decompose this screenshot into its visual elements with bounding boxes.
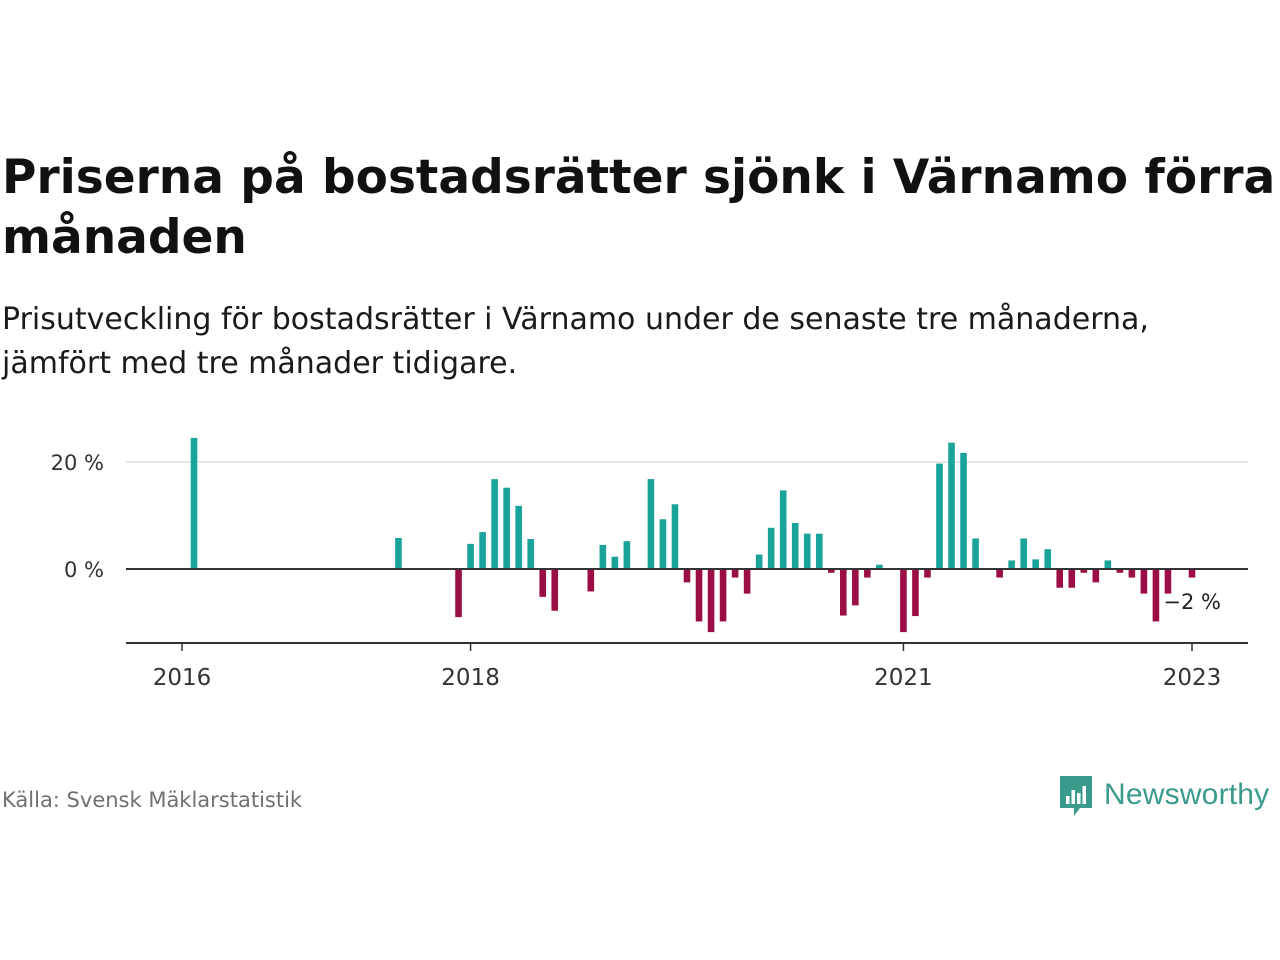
bar-2022-11	[1164, 569, 1172, 594]
bar-2020-11	[876, 564, 883, 569]
bar-2022-03	[1068, 569, 1076, 588]
bar-2018-03	[491, 479, 498, 569]
chart-subtitle: Prisutveckling för bostadsrätter i Värna…	[2, 298, 1278, 386]
bar-2019-10	[719, 569, 727, 622]
bar-2021-10	[1008, 560, 1015, 569]
bar-2017-07	[395, 537, 402, 569]
bar-2022-10	[1152, 569, 1160, 622]
bar-2018-05	[515, 505, 522, 569]
bar-2020-01	[755, 554, 763, 569]
bar-2020-07	[827, 569, 835, 573]
newsworthy-logo-icon	[1060, 776, 1092, 816]
bar-2019-12	[743, 569, 751, 594]
bar-2021-05	[948, 442, 955, 569]
y-tick-label-0: 0 %	[64, 558, 104, 582]
bar-2020-03	[779, 490, 787, 569]
brand-logo: Newsworthy	[1058, 772, 1269, 818]
bar-2022-01	[1044, 549, 1052, 569]
x-tick-label-0: 2016	[153, 665, 212, 691]
bar-2019-01	[611, 556, 619, 569]
bar-2021-09	[996, 569, 1003, 578]
bar-2018-08	[551, 569, 559, 611]
bar-2022-05	[1092, 569, 1100, 583]
bar-2022-06	[1104, 560, 1112, 569]
bar-2019-06	[671, 504, 679, 569]
bar-2019-09	[707, 569, 715, 633]
chart-subtitle-line-2: jämfört med tre månader tidigare.	[2, 346, 518, 381]
y-tick-label-1: 20 %	[51, 451, 104, 475]
bar-2018-07	[539, 569, 547, 597]
bar-2021-02	[912, 569, 919, 617]
bar-2018-06	[527, 539, 534, 569]
bar-2020-02	[767, 527, 775, 569]
chart-title-line-1: Priserna på bostadsrätter sjönk i Värnam…	[2, 150, 1276, 205]
bar-2021-04	[936, 463, 943, 569]
bar-2020-05	[803, 533, 811, 569]
bar-2022-08	[1128, 569, 1136, 578]
bar-2020-08	[840, 569, 847, 616]
x-tick-label-2: 2021	[874, 665, 933, 691]
x-tick-label-1: 2018	[441, 665, 500, 691]
bar-2021-06	[960, 452, 967, 569]
chart-title-line-2: månaden	[2, 210, 247, 265]
bar-2018-02	[479, 532, 486, 569]
chart-title: Priserna på bostadsrätter sjönk i Värnam…	[2, 148, 1278, 268]
bar-2018-04	[503, 487, 510, 569]
bar-2021-03	[924, 569, 931, 578]
bar-2018-12	[599, 544, 607, 569]
source-note: Källa: Svensk Mäklarstatistik	[2, 788, 303, 812]
bar-2023-01	[1188, 569, 1196, 578]
bar-2016-02	[190, 437, 198, 569]
bar-2017-12	[455, 569, 462, 618]
brand-name: Newsworthy	[1104, 778, 1270, 811]
bar-2020-10	[864, 569, 871, 578]
bar-2020-09	[852, 569, 859, 606]
last-value-annotation: −2 %	[1163, 590, 1221, 614]
bar-2021-01	[900, 569, 907, 633]
bar-2021-07	[972, 538, 979, 569]
bar-2019-05	[659, 519, 667, 569]
bar-2022-02	[1056, 569, 1064, 588]
bar-2018-11	[587, 569, 595, 592]
bar-2020-06	[815, 533, 823, 569]
x-tick-label-3: 2023	[1163, 665, 1222, 691]
bar-2019-02	[623, 541, 631, 569]
chart-subtitle-line-1: Prisutveckling för bostadsrätter i Värna…	[2, 302, 1149, 337]
bar-2021-12	[1032, 559, 1039, 569]
bar-2022-09	[1140, 569, 1148, 594]
bar-2019-07	[683, 569, 691, 583]
bar-2021-11	[1020, 538, 1027, 569]
bar-2018-01	[467, 543, 474, 569]
bar-2019-04	[647, 479, 655, 569]
bar-2019-11	[731, 569, 739, 578]
bar-2022-07	[1116, 569, 1124, 573]
bar-2020-04	[791, 522, 799, 569]
bar-2019-08	[695, 569, 703, 622]
bar-2022-04	[1080, 569, 1088, 573]
